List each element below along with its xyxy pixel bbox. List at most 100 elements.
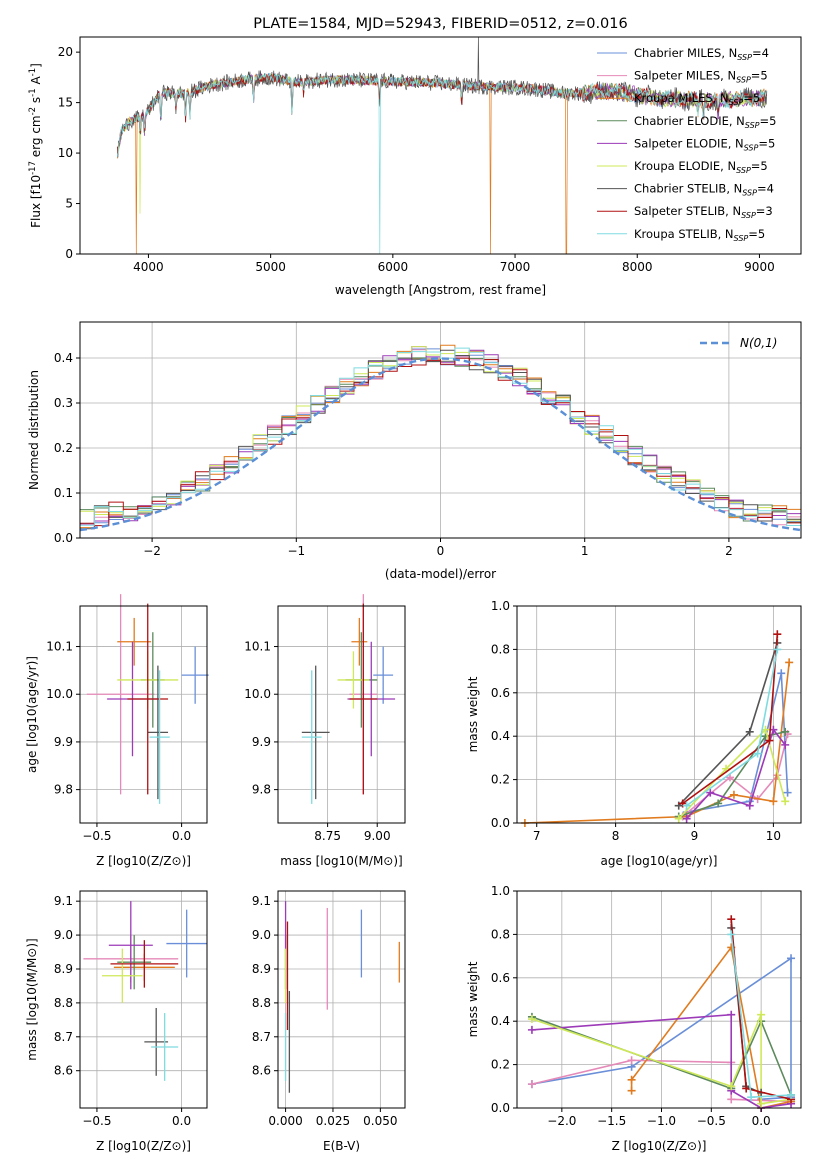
legend-text: Kroupa ELODIE, N <box>634 159 736 173</box>
legend-tail: =4 <box>757 182 774 196</box>
x-tick-label: 8.75 <box>314 829 341 843</box>
weight-marker-7 <box>727 915 736 924</box>
legend-text: Kroupa STELIB, N <box>634 227 734 241</box>
legend-subscript: SSP <box>742 189 757 198</box>
legend-text: Salpeter STELIB, N <box>634 204 741 218</box>
x-tick-label: 2 <box>725 544 733 558</box>
y-tick-label: 0.6 <box>491 686 510 700</box>
weight-marker-8 <box>727 930 736 939</box>
y-tick-label: 9.9 <box>54 735 73 749</box>
y-tick-label: 9.0 <box>54 928 73 942</box>
x-tick-label: −2 <box>143 544 161 558</box>
weight-marker-5 <box>727 1082 736 1091</box>
y-tick-label: 8.7 <box>252 1030 271 1044</box>
weight-marker-1 <box>727 1095 736 1104</box>
x-axis-label: Z [log10(Z/Z⊙)] <box>96 854 191 868</box>
figure-title: PLATE=1584, MJD=52943, FIBERID=0512, z=0… <box>253 16 627 32</box>
y-tick-label: 1.0 <box>491 599 510 613</box>
y-axis-label-part: erg cm <box>29 115 43 161</box>
y-tick-label: 10.1 <box>46 640 73 654</box>
y-axis-label-part: A <box>29 76 43 89</box>
y-axis-label-part: -1 <box>28 68 38 76</box>
weight-marker-5 <box>781 797 790 806</box>
legend-entry-8: Kroupa STELIB, NSSP=5 <box>634 227 765 243</box>
y-tick-label: 1.0 <box>491 884 510 898</box>
legend-text: Chabrier MILES, N <box>634 46 737 60</box>
weight-marker-4 <box>781 740 790 749</box>
x-tick-label: 0.000 <box>268 1114 302 1128</box>
legend-entry-0: Chabrier MILES, NSSP=4 <box>634 46 769 62</box>
weight-marker-4 <box>527 1025 536 1034</box>
legend-tail: =5 <box>760 114 777 128</box>
y-tick-label: 9.9 <box>252 735 271 749</box>
legend-subscript: SSP <box>729 98 744 107</box>
x-axis-label: E(B-V) <box>323 1139 360 1153</box>
x-tick-label: 9000 <box>744 260 775 274</box>
weight-marker-5 <box>757 1099 766 1108</box>
legend-tail: =5 <box>743 91 760 105</box>
x-tick-label: 0.050 <box>363 1114 397 1128</box>
legend-entry-normal: N(0,1) <box>740 336 777 350</box>
weight-line-4 <box>686 727 786 820</box>
chart-weight-vs-Z: −2.0 −1.5 −1.0 −0.5 0.0 0.0 0.2 0.4 0.6 0.8 1.0 Z [… <box>466 884 802 1153</box>
y-tick-label: 10 <box>58 146 73 160</box>
weight-marker-2 <box>769 797 778 806</box>
chart-age-vs-Z: −0.5 0.0 9.8 9.9 10.0 10.1 Z [log10(Z/Z⊙)] age … <box>25 594 209 868</box>
x-tick-label: 0 <box>437 544 445 558</box>
weight-marker-2 <box>729 790 738 799</box>
axes-frame <box>516 890 802 1109</box>
y-axis-label-part: ] <box>29 63 43 68</box>
legend-subscript: SSP <box>744 143 759 152</box>
y-axis-label-part: -2 <box>28 107 38 115</box>
chart-residuals: −2 −1 0 1 2 0.0 0.1 0.2 0.3 0.4 (data-model)/error… <box>27 321 802 581</box>
chart-mass-vs-Z: −0.5 0.0 8.6 8.7 8.8 8.9 9.0 9.1 Z [log10(Z/Z⊙)]… <box>25 890 208 1153</box>
y-tick-label: 9.8 <box>252 783 271 797</box>
y-axis-label: Normed distribution <box>27 370 41 490</box>
legend-subscript: SSP <box>736 76 751 85</box>
legend-entry-5: Kroupa ELODIE, NSSP=5 <box>634 159 768 175</box>
weight-marker-4 <box>682 814 691 823</box>
x-tick-label: 5000 <box>255 260 286 274</box>
y-axis-label-part: 10 <box>29 175 43 190</box>
x-tick-label: 9.00 <box>364 829 391 843</box>
x-tick-label: 7000 <box>500 260 531 274</box>
x-tick-label: −1.5 <box>597 1114 626 1128</box>
weight-marker-2 <box>785 658 794 667</box>
weight-marker-1 <box>527 1080 536 1089</box>
y-tick-label: 9.1 <box>54 894 73 908</box>
x-tick-label: 0.0 <box>752 1114 771 1128</box>
histogram-7 <box>80 357 801 527</box>
weight-marker-7 <box>773 630 782 639</box>
y-tick-label: 0.6 <box>491 971 510 985</box>
x-axis-label: Z [log10(Z/Z⊙)] <box>96 1139 191 1153</box>
axes-frame <box>277 605 406 824</box>
y-tick-label: 0.4 <box>491 1014 510 1028</box>
weight-marker-4 <box>706 788 715 797</box>
y-tick-label: 9.0 <box>252 928 271 942</box>
y-tick-label: 10.0 <box>46 687 73 701</box>
weight-marker-8 <box>682 801 691 810</box>
y-tick-label: 0.2 <box>491 773 510 787</box>
y-tick-label: 0.2 <box>54 441 73 455</box>
legend-subscript: SSP <box>734 234 749 243</box>
x-axis-label: mass [log10(M/M⊙)] <box>280 854 402 868</box>
legend-tail: =5 <box>751 69 768 83</box>
legend-subscript: SSP <box>736 166 751 175</box>
legend-tail: =3 <box>756 204 773 218</box>
histogram-8 <box>80 347 801 526</box>
y-tick-label: 15 <box>58 96 73 110</box>
legend-subscript: SSP <box>737 53 752 62</box>
y-tick-label: 8.8 <box>54 996 73 1010</box>
weight-marker-0 <box>783 788 792 797</box>
chart-spectrum: 4000 5000 6000 7000 8000 9000 0 5 10 15 20 waveleng… <box>28 36 802 297</box>
x-axis-label: Z [log10(Z/Z⊙)] <box>612 1139 707 1153</box>
legend-entry-2: Kroupa MILES, NSSP=5 <box>634 91 760 107</box>
y-tick-label: 0.0 <box>54 531 73 545</box>
x-tick-label: 4000 <box>133 260 164 274</box>
weight-marker-0 <box>787 954 796 963</box>
axes-frame <box>79 605 208 824</box>
y-tick-label: 10.0 <box>244 687 271 701</box>
weight-marker-3 <box>781 727 790 736</box>
x-tick-label: 0.0 <box>172 1114 191 1128</box>
